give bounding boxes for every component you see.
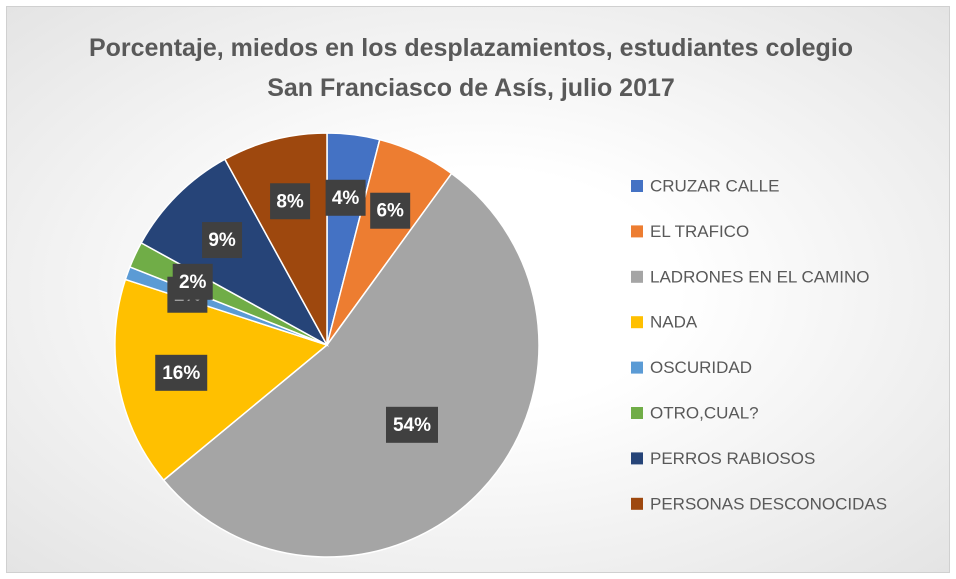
data-label: 2% (179, 272, 207, 293)
legend-swatch (631, 270, 643, 283)
legend-swatch (631, 225, 643, 238)
data-label: 16% (162, 363, 200, 384)
legend-label: EL TRAFICO (650, 222, 749, 241)
legend-label: OTRO,CUAL? (650, 403, 759, 422)
data-label: 6% (376, 201, 404, 222)
legend-swatch (631, 316, 643, 329)
data-label: 9% (208, 230, 236, 251)
legend-label: LADRONES EN EL CAMINO (650, 267, 869, 286)
data-label-box (325, 179, 366, 216)
data-label-box (385, 406, 438, 443)
legend-label: OSCURIDAD (650, 358, 752, 377)
legend-swatch (631, 497, 643, 510)
data-label: 4% (332, 188, 360, 209)
legend-label: PERROS RABIOSOS (650, 449, 815, 468)
data-label: 54% (393, 415, 431, 436)
data-label-box (172, 263, 213, 300)
legend-label: CRUZAR CALLE (650, 176, 779, 195)
pie-slice (114, 278, 329, 482)
legend-swatch (631, 407, 643, 419)
data-label-box (155, 354, 208, 391)
data-label-box (202, 222, 243, 259)
legend-label: NADA (650, 313, 698, 332)
pie-slice (162, 172, 540, 558)
data-label-box (370, 192, 411, 229)
legend-swatch (631, 452, 643, 465)
legend-swatch (631, 361, 643, 374)
legend-swatch (631, 180, 643, 192)
legend-label: PERSONAS DESCONOCIDAS (650, 494, 887, 513)
data-label: 8% (276, 191, 304, 212)
data-label-box (270, 183, 311, 220)
chart-title: Porcentaje, miedos en los desplazamiento… (88, 34, 854, 102)
